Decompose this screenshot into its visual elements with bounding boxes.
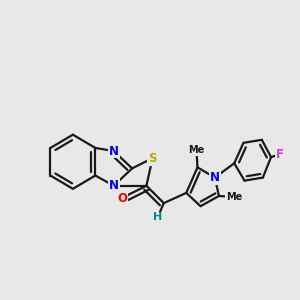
Text: Me: Me <box>226 192 242 202</box>
Text: N: N <box>109 179 119 192</box>
Text: N: N <box>210 171 220 184</box>
Text: S: S <box>148 152 157 165</box>
Text: F: F <box>276 148 284 160</box>
Text: H: H <box>153 212 162 222</box>
Text: Me: Me <box>188 145 205 155</box>
Text: N: N <box>109 145 119 158</box>
Text: O: O <box>117 191 127 205</box>
